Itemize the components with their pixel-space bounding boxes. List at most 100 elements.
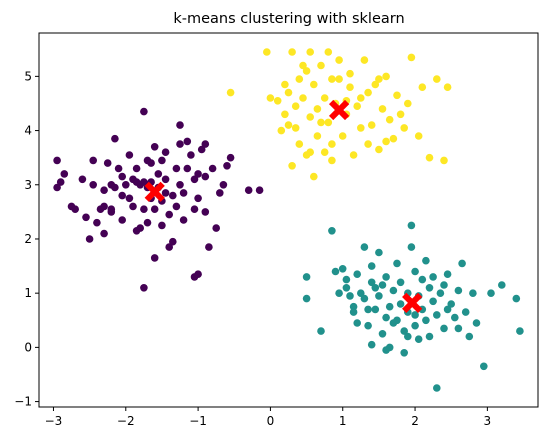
scatter-point-cluster-1 [472, 319, 481, 327]
scatter-point-cluster-1 [429, 273, 437, 281]
scatter-point-cluster-2 [375, 75, 383, 83]
scatter-point-cluster-2 [382, 72, 390, 81]
scatter-point-cluster-0 [194, 194, 202, 203]
scatter-point-cluster-0 [219, 181, 228, 189]
scatter-point-cluster-0 [179, 216, 188, 224]
scatter-point-cluster-2 [375, 145, 383, 154]
scatter-point-cluster-1 [447, 300, 456, 308]
scatter-point-cluster-0 [255, 186, 264, 194]
scatter-point-cluster-2 [328, 75, 336, 83]
scatter-point-cluster-0 [53, 156, 61, 165]
scatter-point-cluster-1 [454, 286, 463, 295]
scatter-point-cluster-0 [208, 164, 217, 173]
scatter-point-cluster-1 [353, 270, 362, 279]
centroid-layer [144, 99, 423, 314]
scatter-point-cluster-2 [317, 118, 325, 127]
x-tick-label: −3 [45, 414, 63, 428]
scatter-point-cluster-2 [443, 83, 452, 91]
scatter-point-cluster-0 [179, 189, 188, 197]
scatter-point-cluster-1 [469, 289, 477, 298]
x-tick-label: 3 [484, 414, 492, 428]
scatter-point-cluster-0 [140, 178, 148, 186]
scatter-point-cluster-0 [223, 162, 231, 170]
scatter-point-cluster-0 [107, 205, 116, 213]
scatter-point-cluster-2 [291, 102, 300, 110]
scatter-point-cluster-0 [158, 156, 166, 165]
scatter-point-cluster-1 [465, 332, 474, 341]
plot-frame [38, 32, 539, 408]
scatter-point-cluster-2 [277, 126, 286, 135]
y-tick-label: 3 [24, 178, 32, 192]
scatter-point-cluster-2 [396, 110, 405, 119]
scatter-point-cluster-2 [281, 80, 289, 89]
scatter-point-cluster-1 [414, 335, 423, 344]
scatter-point-cluster-2 [378, 105, 387, 113]
scatter-point-cluster-0 [118, 216, 126, 224]
scatter-point-cluster-0 [85, 235, 94, 243]
scatter-point-cluster-1 [375, 248, 383, 257]
scatter-point-cluster-1 [454, 324, 463, 333]
scatter-point-cluster-1 [378, 330, 387, 338]
scatter-point-cluster-1 [422, 256, 430, 265]
scatter-point-cluster-1 [364, 305, 372, 314]
scatter-point-cluster-2 [433, 75, 441, 83]
scatter-point-cluster-2 [295, 75, 304, 83]
scatter-point-cluster-0 [187, 151, 195, 159]
scatter-point-cluster-2 [288, 48, 296, 56]
scatter-point-cluster-0 [114, 164, 123, 173]
scatter-point-cluster-2 [407, 53, 416, 62]
scatter-point-cluster-2 [382, 137, 390, 146]
scatter-point-cluster-1 [480, 362, 488, 371]
scatter-point-cluster-2 [393, 91, 401, 100]
scatter-point-cluster-1 [400, 327, 409, 335]
scatter-point-cluster-1 [458, 259, 466, 268]
scatter-point-cluster-0 [150, 254, 159, 262]
scatter-point-cluster-2 [389, 134, 398, 143]
scatter-point-cluster-0 [100, 202, 108, 211]
scatter-point-cluster-2 [310, 172, 318, 181]
scatter-point-cluster-0 [197, 145, 206, 154]
scatter-point-cluster-1 [335, 289, 343, 298]
centroid-marker [402, 292, 423, 314]
y-tick-label: 5 [24, 69, 32, 83]
scatter-point-cluster-0 [140, 107, 148, 116]
scatter-point-cluster-2 [346, 83, 354, 91]
scatter-point-cluster-0 [150, 205, 159, 213]
scatter-point-cluster-2 [357, 94, 365, 102]
scatter-point-cluster-2 [404, 99, 412, 108]
y-tick-label: 4 [24, 124, 32, 138]
scatter-point-cluster-2 [324, 118, 333, 127]
scatter-point-cluster-1 [396, 300, 405, 308]
scatter-point-cluster-0 [161, 175, 170, 184]
x-tick-label: 0 [267, 414, 275, 428]
scatter-point-cluster-0 [201, 172, 210, 181]
scatter-point-cluster-1 [342, 275, 351, 284]
scatter-point-cluster-0 [172, 164, 181, 173]
scatter-point-cluster-2 [324, 48, 333, 56]
scatter-point-cluster-0 [165, 243, 173, 251]
scatter-point-cluster-0 [147, 159, 155, 167]
scatter-point-cluster-2 [284, 88, 293, 97]
scatter-point-cluster-1 [317, 327, 325, 335]
scatter-point-cluster-1 [422, 316, 430, 325]
scatter-point-cluster-2 [302, 67, 311, 75]
scatter-point-cluster-1 [367, 262, 376, 270]
scatter-point-cluster-2 [425, 153, 434, 162]
scatter-point-cluster-0 [161, 189, 170, 197]
scatter-point-cluster-0 [176, 181, 184, 189]
scatter-point-cluster-1 [418, 275, 427, 284]
x-tick-label: 2 [411, 414, 419, 428]
scatter-point-cluster-1 [429, 297, 437, 306]
y-axis: −1 0 1 2 3 4 5 [14, 69, 39, 409]
scatter-point-cluster-0 [89, 181, 97, 189]
scatter-point-cluster-0 [140, 284, 148, 292]
x-tick-label: −2 [117, 414, 135, 428]
scatter-point-cluster-2 [295, 140, 304, 148]
scatter-point-cluster-2 [226, 88, 235, 97]
scatter-point-cluster-1 [411, 311, 419, 319]
scatter-point-cluster-1 [487, 289, 495, 298]
y-tick-label: 0 [24, 340, 32, 354]
scatter-point-cluster-1 [443, 270, 452, 279]
scatter-point-cluster-1 [433, 311, 441, 319]
